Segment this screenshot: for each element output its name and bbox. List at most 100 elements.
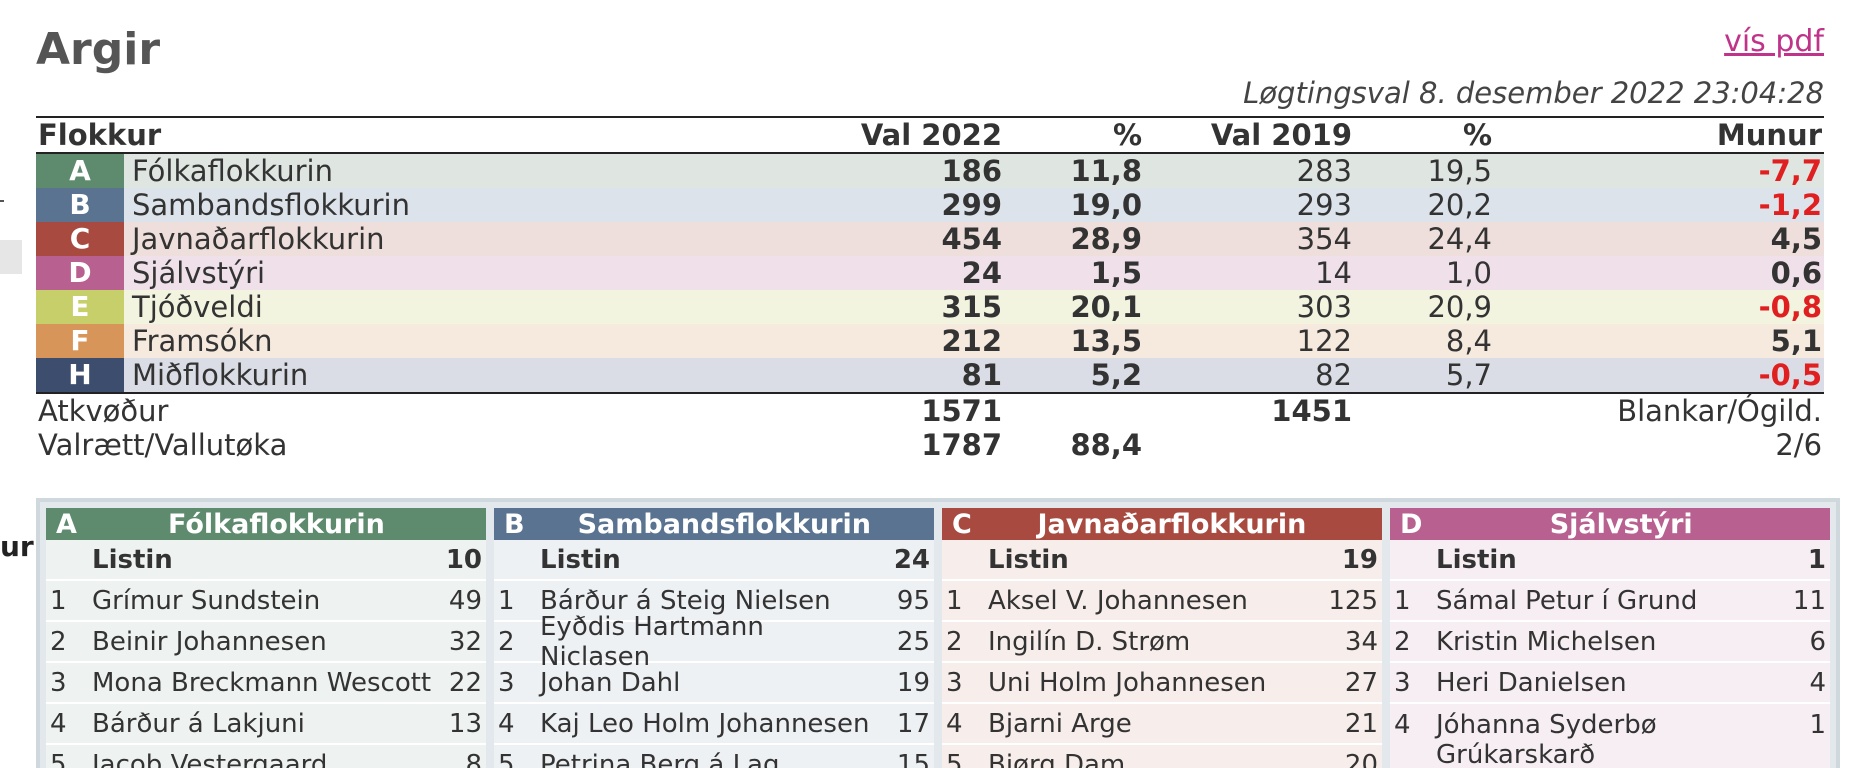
listin-votes: 10 <box>432 545 486 575</box>
candidate-name: Jóhanna Syderbø Grúkarskarð <box>1436 710 1776 768</box>
candidate-rank: 1 <box>46 586 92 616</box>
candidate-name: Sámal Petur í Grund <box>1436 586 1776 616</box>
atkvodur-2019: 1451 <box>1144 393 1354 428</box>
listin-label: Listin <box>540 545 880 575</box>
candidate-votes: 34 <box>1328 627 1382 657</box>
candidate-name: Johan Dahl <box>540 668 880 698</box>
candidate-votes: 19 <box>880 668 934 698</box>
summary-row-atkvodur: Atkvøður 1571 1451 Blankar/Ógild. <box>36 393 1824 428</box>
party-name: Framsókn <box>124 324 854 358</box>
val2022-value: 212 <box>854 324 1004 358</box>
party-name: Miðflokkurin <box>124 358 854 393</box>
candidate-votes: 15 <box>880 750 934 768</box>
candidate-rank: 4 <box>494 709 540 739</box>
val2019-value: 82 <box>1144 358 1354 393</box>
candidate-rank: 3 <box>1390 668 1436 698</box>
candidate-rank: 2 <box>494 627 540 657</box>
candidate-name: Bjørg Dam <box>988 750 1328 768</box>
val2019-value: 14 <box>1144 256 1354 290</box>
listin-label: Listin <box>92 545 432 575</box>
party-letter: F <box>36 324 124 358</box>
header-munur: Munur <box>1494 117 1824 153</box>
munur-value: 0,6 <box>1494 256 1824 290</box>
vallutoka-pct: 88,4 <box>1004 428 1144 462</box>
pct2019-value: 20,2 <box>1354 188 1494 222</box>
party-name: Sambandsflokkurin <box>124 188 854 222</box>
munur-value: 4,5 <box>1494 222 1824 256</box>
candidate-votes: 8 <box>432 750 486 768</box>
blankar-value: 2/6 <box>1354 428 1824 462</box>
election-dateline: Løgtingsval 8. desember 2022 23:04:28 <box>1243 76 1824 110</box>
pct2019-value: 8,4 <box>1354 324 1494 358</box>
panel-letter: D <box>1400 509 1422 540</box>
pdf-link[interactable]: vís pdf <box>1724 24 1824 59</box>
blankar-label: Blankar/Ógild. <box>1354 393 1824 428</box>
candidate-votes: 6 <box>1776 627 1830 657</box>
val2022-value: 299 <box>854 188 1004 222</box>
party-letter: A <box>36 153 124 188</box>
edge-tick <box>0 200 4 202</box>
candidate-rank: 3 <box>494 668 540 698</box>
candidate-name: Aksel V. Johannesen <box>988 586 1328 616</box>
candidate-name: Beinir Johannesen <box>92 627 432 657</box>
munur-value: -0,5 <box>1494 358 1824 393</box>
munur-value: -1,2 <box>1494 188 1824 222</box>
panel-letter: B <box>504 509 525 540</box>
pct2019-value: 24,4 <box>1354 222 1494 256</box>
candidate-votes: 17 <box>880 709 934 739</box>
header-party: Flokkur <box>36 117 854 153</box>
candidate-votes: 11 <box>1776 586 1830 616</box>
candidate-votes: 20 <box>1328 750 1382 768</box>
party-name: Sjálvstýri <box>124 256 854 290</box>
atkvodur-label: Atkvøður <box>36 393 854 428</box>
page-title: Argir <box>36 24 160 75</box>
candidate-votes: 22 <box>432 668 486 698</box>
val2019-value: 122 <box>1144 324 1354 358</box>
pct2022-value: 5,2 <box>1004 358 1144 393</box>
edge-text-fragment: ur <box>0 530 34 563</box>
val2022-value: 81 <box>854 358 1004 393</box>
panel-party-name: Javnaðarflokkurin <box>972 509 1372 540</box>
panel-party-name: Sambandsflokkurin <box>525 509 924 540</box>
candidate-rank: 2 <box>1390 627 1436 657</box>
pct2019-value: 19,5 <box>1354 153 1494 188</box>
candidate-rank: 4 <box>1390 710 1436 740</box>
candidate-name: Bjarni Arge <box>988 709 1328 739</box>
val2022-value: 454 <box>854 222 1004 256</box>
candidate-rank: 1 <box>942 586 988 616</box>
val2019-value: 293 <box>1144 188 1354 222</box>
val2019-value: 303 <box>1144 290 1354 324</box>
valraett-label: Valrætt/Vallutøka <box>36 428 854 462</box>
munur-value: 5,1 <box>1494 324 1824 358</box>
listin-votes: 24 <box>880 545 934 575</box>
pct2022-value: 19,0 <box>1004 188 1144 222</box>
header-val2022: Val 2022 <box>854 117 1004 153</box>
header-pct2022: % <box>1004 117 1144 153</box>
candidate-name: Uni Holm Johannesen <box>988 668 1328 698</box>
candidate-votes: 49 <box>432 586 486 616</box>
candidate-rank: 2 <box>942 627 988 657</box>
candidate-name: Petrina Berg á Lag <box>540 750 880 768</box>
candidate-name: Ingilín D. Strøm <box>988 627 1328 657</box>
